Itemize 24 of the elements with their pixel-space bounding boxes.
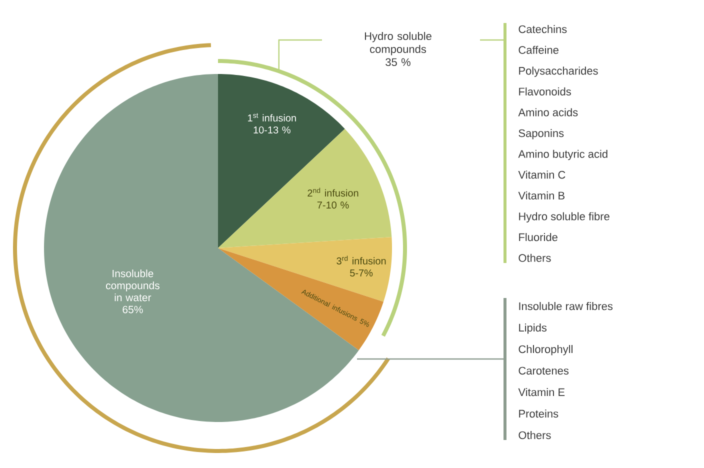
slice-label: 2$^{nd}$ infusion 7-10 % xyxy=(308,188,358,209)
text: Proteins xyxy=(519,410,558,418)
text: Others xyxy=(518,431,551,440)
text: Amino butyric acid xyxy=(518,150,608,160)
text: Vitamin B xyxy=(518,191,564,200)
text: Saponins xyxy=(518,129,564,140)
text: Fluoride xyxy=(519,233,558,242)
text: Insoluble raw fibres xyxy=(519,302,613,310)
text: Amino acids xyxy=(518,108,578,116)
slice-label: 1$^{st}$ infusion 10-13 % xyxy=(248,113,296,134)
text: Vitamin E xyxy=(518,388,565,396)
slice-label: 3$^{rd}$ infusion 5-7% xyxy=(336,256,386,276)
text: Caffeine xyxy=(518,46,558,54)
text: Vitamin C xyxy=(518,170,566,179)
slice-label: Insoluble compounds in water 65% xyxy=(106,270,160,314)
text: Chlorophyll xyxy=(518,345,572,356)
text: Catechins xyxy=(518,25,567,34)
text: Hydro soluble compounds 35 % xyxy=(364,32,432,66)
text: Flavonoids xyxy=(519,87,571,96)
text: Polysaccharides xyxy=(519,66,598,77)
text: Lipids xyxy=(519,324,547,334)
text: Others xyxy=(518,254,551,262)
text: Carotenes xyxy=(518,366,569,375)
text: Hydro soluble fibre xyxy=(519,212,610,222)
